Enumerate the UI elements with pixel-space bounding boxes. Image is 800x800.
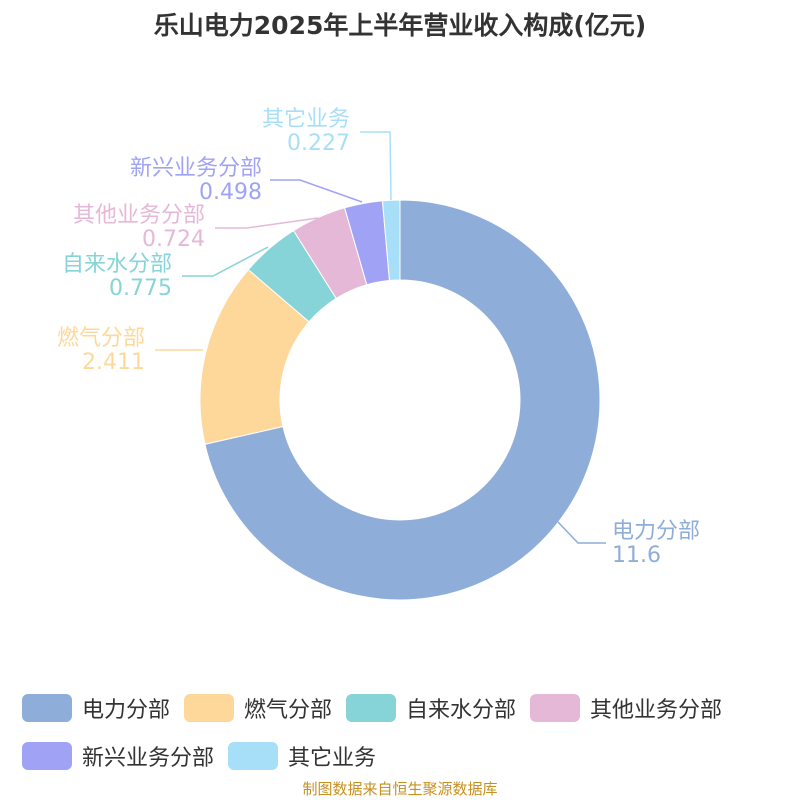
slice-value-1: 11.6: [612, 543, 661, 568]
legend-item-5[interactable]: 新兴业务分部: [22, 738, 214, 774]
leader-line-5: [270, 179, 363, 203]
slice-label-2: 燃气分部: [57, 326, 145, 351]
legend-swatch: [530, 694, 581, 722]
slice-value-5: 0.498: [199, 180, 262, 205]
legend-label: 新兴业务分部: [82, 746, 215, 771]
legend-label: 其它业务: [288, 746, 377, 771]
slice-value-6: 0.227: [287, 131, 350, 156]
legend-swatch: [184, 694, 235, 722]
legend-item-2[interactable]: 燃气分部: [184, 690, 332, 726]
leader-line-3: [182, 246, 269, 277]
slice-value-3: 0.775: [109, 276, 172, 301]
slice-label-4: 其他业务分部: [73, 203, 205, 228]
legend-swatch: [346, 694, 397, 722]
slice-label-5: 新兴业务分部: [130, 156, 262, 181]
slice-label-3: 自来水分部: [62, 252, 172, 277]
legend-swatch: [22, 742, 72, 770]
legend-label: 电力分部: [82, 698, 171, 723]
slice-6[interactable]: [381, 199, 401, 282]
leader-line-6: [360, 131, 392, 201]
legend: 电力分部 燃气分部 自来水分部 其他业务分部新兴业务分部 其它业务: [22, 690, 800, 786]
legend-item-1[interactable]: 电力分部: [22, 690, 170, 726]
source-note: 制图数据来自恒生聚源数据库: [302, 780, 498, 798]
legend-label: 其他业务分部: [590, 698, 723, 723]
legend-swatch: [22, 694, 72, 722]
chart-title: 乐山电力2025年上半年营业收入构成(亿元): [153, 11, 647, 40]
slice-1[interactable]: [204, 199, 601, 601]
slice-label-1: 电力分部: [612, 519, 700, 544]
leader-line-4: [215, 217, 319, 229]
legend-item-3[interactable]: 自来水分部: [346, 690, 516, 726]
legend-item-4[interactable]: 其他业务分部: [530, 690, 722, 726]
slice-value-4: 0.724: [142, 227, 205, 252]
legend-swatch: [228, 742, 279, 770]
legend-label: 自来水分部: [406, 698, 517, 723]
slice-label-6: 其它业务: [262, 107, 350, 132]
leader-line-1: [557, 521, 606, 544]
slice-value-2: 2.411: [82, 350, 145, 375]
legend-label: 燃气分部: [244, 698, 333, 723]
legend-item-6[interactable]: 其它业务: [228, 738, 376, 774]
